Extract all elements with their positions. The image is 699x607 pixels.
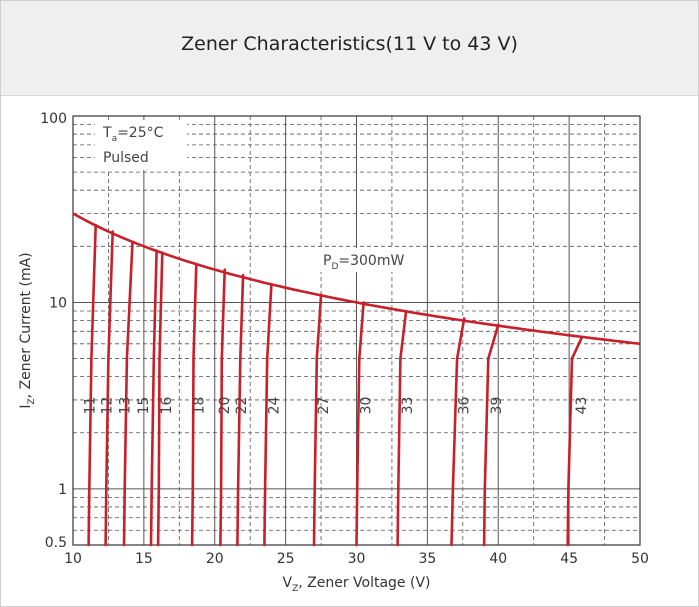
zener-curve-13	[122, 241, 134, 547]
curve-label-20: 20	[217, 397, 233, 415]
zener-curve-12	[104, 230, 114, 547]
card-header: Zener Characteristics(11 V to 43 V)	[1, 1, 698, 96]
zener-curve-16	[156, 251, 164, 547]
power-dissipation-label: PD=300mW	[323, 253, 404, 272]
curve-label-16: 16	[159, 397, 175, 415]
curve-label-36: 36	[456, 397, 472, 415]
zener-curve-30	[355, 301, 365, 547]
zener-curve-43	[566, 336, 584, 547]
zener-curve-33	[396, 309, 408, 547]
curve-label-43: 43	[574, 397, 590, 415]
curve-label-11: 11	[82, 397, 98, 415]
curve-label-33: 33	[400, 397, 416, 415]
chart-title: Zener Characteristics(11 V to 43 V)	[181, 33, 518, 55]
curve-label-13: 13	[118, 397, 134, 415]
x-tick-label: 10	[64, 551, 82, 567]
pulsed-label: Pulsed	[103, 150, 149, 166]
annotation-box	[95, 120, 187, 170]
x-tick-label: 45	[560, 551, 578, 567]
zener-curve-15	[149, 249, 158, 547]
x-tick-label: 50	[631, 551, 649, 567]
y-tick-label: 1	[58, 482, 67, 498]
x-tick-label: 25	[277, 551, 295, 567]
curve-label-24: 24	[267, 397, 283, 415]
curve-label-27: 27	[316, 397, 332, 415]
x-tick-label: 15	[135, 551, 153, 567]
zener-curve-20	[219, 268, 226, 547]
zener-curve-11	[87, 223, 97, 547]
curve-label-30: 30	[359, 397, 375, 415]
x-tick-label: 20	[206, 551, 224, 567]
y-axis-title: IZ, Zener Current (mA)	[18, 252, 37, 408]
y-tick-label: 100	[40, 111, 67, 127]
zener-curve-24	[263, 283, 273, 547]
x-tick-label: 30	[348, 551, 366, 567]
zener-curve-39	[482, 323, 500, 547]
pd-annotation-box	[320, 248, 418, 272]
curve-label-15: 15	[136, 397, 152, 415]
y-tick-label: 0.5	[45, 535, 67, 551]
curve-label-22: 22	[234, 397, 250, 415]
x-tick-label: 40	[489, 551, 507, 567]
ambient-temperature-label: Ta=25°C	[102, 125, 164, 144]
power-limit-curve	[72, 212, 641, 346]
x-tick-label: 35	[418, 551, 436, 567]
y-tick-label: 10	[49, 295, 67, 311]
curve-label-12: 12	[99, 397, 115, 415]
zener-curve-27	[312, 293, 323, 547]
curve-label-39: 39	[489, 397, 505, 415]
zener-curve-18	[190, 263, 198, 547]
zener-curve-22	[236, 273, 245, 547]
x-axis-title: VZ, Zener Voltage (V)	[282, 575, 430, 594]
zener-curve-36	[450, 317, 466, 547]
curve-label-18: 18	[191, 397, 207, 415]
